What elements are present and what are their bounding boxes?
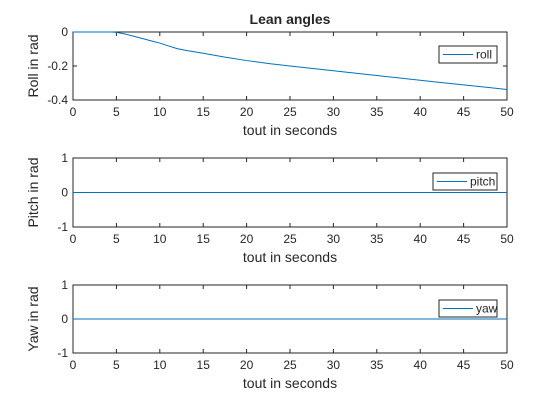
- x-axis-label: tout in seconds: [243, 122, 337, 138]
- x-tick-label: 10: [153, 232, 167, 246]
- x-tick-label: 45: [457, 232, 471, 246]
- x-tick-label: 10: [153, 358, 167, 372]
- legend-label: yaw: [476, 302, 498, 316]
- y-tick-label: 1: [61, 151, 68, 165]
- x-tick-label: 40: [414, 358, 428, 372]
- legend-label: roll: [476, 48, 492, 62]
- y-tick-label: 1: [61, 278, 68, 292]
- y-tick-label: 0: [61, 312, 68, 326]
- x-tick-label: 20: [240, 358, 254, 372]
- y-tick-label: -0.2: [47, 59, 68, 73]
- x-tick-label: 5: [113, 105, 120, 119]
- x-tick-label: 15: [197, 105, 211, 119]
- x-tick-label: 20: [240, 105, 254, 119]
- legend: pitch: [432, 172, 498, 191]
- x-tick-label: 40: [414, 232, 428, 246]
- x-tick-label: 45: [457, 105, 471, 119]
- x-tick-label: 15: [197, 358, 211, 372]
- x-tick-label: 35: [370, 232, 384, 246]
- legend: yaw: [438, 299, 498, 318]
- y-axis-label: Yaw in rad: [25, 286, 41, 351]
- x-tick-label: 15: [197, 232, 211, 246]
- x-tick-label: 35: [370, 105, 384, 119]
- x-tick-label: 0: [70, 105, 77, 119]
- x-tick-label: 5: [113, 232, 120, 246]
- subplot-1: 0 5 10 15 20 25 30 35 40 45 50 -0.4 -0.2 0 tout in sec…: [25, 11, 514, 138]
- y-axis-label: Pitch in rad: [25, 157, 41, 227]
- y-tick-label: 0: [61, 186, 68, 200]
- y-tick-label: -1: [57, 346, 68, 360]
- x-tick-label: 50: [500, 232, 514, 246]
- chart-title: Lean angles: [250, 11, 331, 27]
- y-tick-label: -1: [57, 220, 68, 234]
- y-tick-label: 0: [61, 25, 68, 39]
- x-axis-label: tout in seconds: [243, 375, 337, 391]
- x-tick-label: 50: [500, 105, 514, 119]
- legend: roll: [438, 45, 498, 64]
- x-tick-label: 30: [327, 358, 341, 372]
- x-tick-label: 10: [153, 105, 167, 119]
- x-tick-label: 50: [500, 358, 514, 372]
- legend-label: pitch: [470, 175, 495, 189]
- x-tick-label: 45: [457, 358, 471, 372]
- x-axis-label: tout in seconds: [243, 249, 337, 265]
- series-line-roll: [73, 31, 508, 90]
- x-tick-label: 0: [70, 232, 77, 246]
- y-tick-label: -0.4: [47, 93, 68, 107]
- x-tick-label: 40: [414, 105, 428, 119]
- x-tick-label: 5: [113, 358, 120, 372]
- x-tick-label: 35: [370, 358, 384, 372]
- x-tick-label: 25: [283, 358, 297, 372]
- y-axis-label: Roll in rad: [25, 34, 41, 97]
- x-tick-label: 25: [283, 232, 297, 246]
- x-tick-label: 25: [283, 105, 297, 119]
- x-tick-label: 30: [327, 105, 341, 119]
- x-tick-label: 30: [327, 232, 341, 246]
- x-tick-label: 20: [240, 232, 254, 246]
- x-tick-label: 0: [70, 358, 77, 372]
